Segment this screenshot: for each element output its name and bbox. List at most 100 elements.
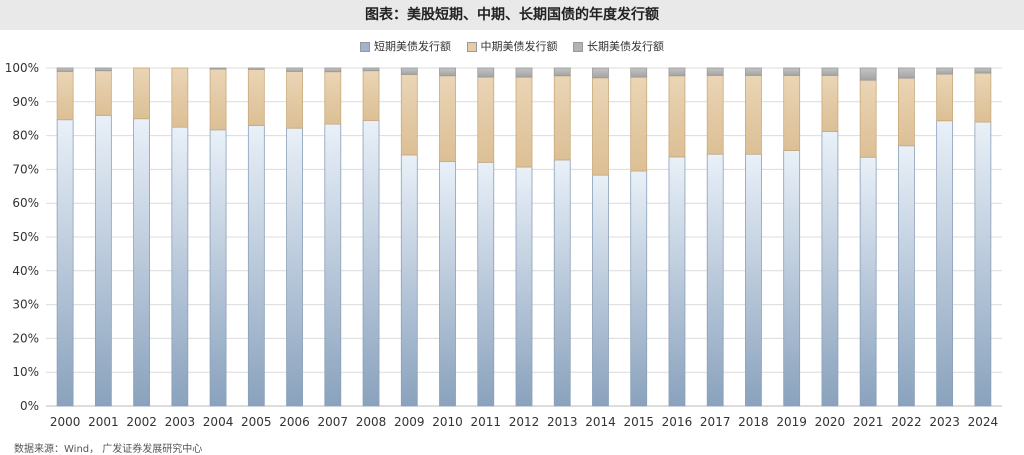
bar-short-term	[821, 131, 839, 407]
x-tick-label: 2023	[929, 415, 960, 429]
bar-long-term	[745, 67, 762, 76]
bar-mid-term	[706, 75, 724, 155]
x-tick-label: 2024	[968, 415, 999, 429]
bar-short-term	[400, 154, 418, 407]
bar-mid-term	[592, 77, 609, 176]
bar-long-term	[859, 67, 877, 81]
bar-short-term	[859, 156, 877, 407]
bar-long-term	[783, 67, 801, 76]
legend-label-mid: 中期美债发行额	[480, 40, 558, 53]
bar-long-term	[94, 67, 112, 72]
bar-long-term	[898, 67, 915, 79]
bar-long-term	[706, 67, 724, 76]
bar-long-term	[936, 67, 954, 75]
x-tick-label: 2014	[585, 415, 616, 429]
y-tick-label: 0%	[20, 399, 39, 413]
x-tick-label: 2003	[165, 415, 196, 429]
bar-mid-term	[324, 71, 342, 125]
bar-mid-term	[936, 73, 954, 122]
legend-swatch-long	[573, 42, 583, 52]
bar-mid-term	[171, 67, 189, 128]
bar-mid-term	[286, 70, 303, 129]
bar-short-term	[745, 153, 762, 407]
y-tick-label: 80%	[12, 129, 39, 143]
bar-long-term	[630, 67, 648, 78]
bar-mid-term	[668, 75, 686, 158]
bar-short-term	[247, 125, 265, 407]
bar-long-term	[821, 67, 839, 76]
x-axis-ticks: 2000 2001 2002 2003 2004 2005 2006 2007 2008 2009…	[50, 415, 998, 429]
bar-mid-term	[553, 75, 571, 161]
bar-mid-term	[362, 70, 380, 121]
bar-short-term	[515, 166, 533, 407]
bar-mid-term	[477, 76, 495, 163]
bar-short-term	[56, 119, 74, 407]
y-tick-label: 70%	[12, 162, 39, 176]
bar-mid-term	[247, 68, 265, 126]
x-tick-label: 2009	[394, 415, 425, 429]
bar-mid-term	[783, 75, 801, 151]
x-tick-label: 2019	[776, 415, 807, 429]
bar-mid-term	[515, 76, 533, 168]
legend-item-short: 短期美债发行额	[360, 38, 451, 54]
bar-short-term	[477, 161, 495, 407]
bar-short-term	[133, 118, 151, 407]
x-tick-label: 2011	[470, 415, 501, 429]
bar-short-term	[974, 121, 992, 407]
bar-mid-term	[859, 79, 877, 158]
bar-long-term	[439, 67, 456, 77]
bar-mid-term	[898, 77, 915, 147]
y-axis-ticks: 0% 10% 20% 30% 40% 50% 60% 70% 80% 90% 100%	[5, 61, 39, 413]
bar-short-term	[362, 119, 380, 407]
x-tick-label: 2010	[432, 415, 463, 429]
x-tick-label: 2022	[891, 415, 922, 429]
bar-short-term	[553, 159, 571, 407]
bar-short-term	[94, 114, 112, 407]
bar-mid-term	[400, 74, 418, 156]
x-tick-label: 2005	[241, 415, 272, 429]
x-tick-label: 2020	[815, 415, 846, 429]
bar-short-term	[783, 150, 801, 407]
legend-label-long: 长期美债发行额	[587, 40, 664, 53]
bar-mid-term	[56, 70, 74, 121]
x-tick-label: 2006	[279, 415, 310, 429]
bar-short-term	[898, 145, 915, 407]
legend-item-long: 长期美债发行额	[573, 38, 664, 54]
source-note: 数据来源：Wind， 广发证券发展研究中心	[14, 444, 203, 455]
y-tick-label: 100%	[5, 61, 39, 75]
bar-mid-term	[630, 76, 648, 172]
x-tick-label: 2000	[50, 415, 81, 429]
bar-short-term	[286, 127, 303, 407]
bar-long-term	[974, 67, 992, 74]
bar-long-term	[286, 67, 303, 72]
x-tick-label: 2018	[738, 415, 769, 429]
bar-short-term	[209, 129, 227, 407]
legend-swatch-mid	[466, 42, 477, 52]
bar-mid-term	[133, 67, 151, 120]
bar-mid-term	[745, 75, 762, 155]
bar-long-term	[362, 67, 380, 72]
bar-long-term	[209, 67, 227, 70]
y-tick-label: 60%	[12, 196, 39, 210]
x-tick-label: 2021	[853, 415, 884, 429]
legend-item-mid: 中期美债发行额	[466, 38, 558, 54]
bar-long-term	[553, 67, 571, 77]
bar-mid-term	[209, 68, 227, 131]
legend-swatch-short	[360, 42, 370, 52]
bar-mid-term	[439, 75, 456, 163]
bar-short-term	[592, 174, 609, 407]
bar-long-term	[668, 67, 686, 77]
bar-long-term	[247, 67, 265, 70]
bar-short-term	[706, 153, 724, 407]
bar-short-term	[668, 156, 686, 407]
bar-short-term	[936, 120, 954, 407]
x-tick-label: 2016	[662, 415, 693, 429]
bar-short-term	[630, 170, 648, 407]
legend-label-short: 短期美债发行额	[374, 40, 451, 53]
y-tick-label: 90%	[12, 95, 39, 109]
bar-long-term	[477, 67, 495, 78]
x-tick-label: 2015	[623, 415, 654, 429]
bar-short-term	[171, 126, 189, 407]
y-tick-label: 40%	[12, 264, 39, 278]
